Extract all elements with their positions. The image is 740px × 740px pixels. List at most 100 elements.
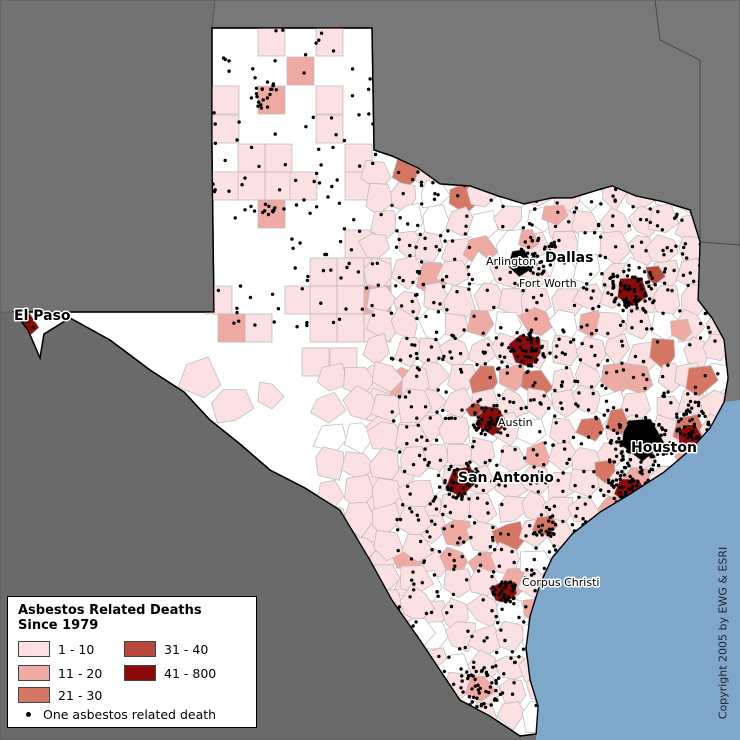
death-dot <box>433 522 437 526</box>
death-dot <box>496 367 500 371</box>
death-dot <box>557 254 561 258</box>
death-dot <box>263 209 267 213</box>
legend-dot-label: One asbestos related death <box>43 707 217 722</box>
death-dot <box>429 610 434 615</box>
death-dot <box>447 492 451 496</box>
death-dot <box>447 552 452 557</box>
death-dot <box>600 384 604 388</box>
death-dot <box>682 425 687 429</box>
county <box>365 307 401 343</box>
death-dot <box>416 518 421 522</box>
death-dot <box>619 443 623 448</box>
death-dot <box>460 679 464 683</box>
death-dot <box>560 351 564 355</box>
death-dot <box>414 620 418 624</box>
death-dot <box>416 170 420 174</box>
county <box>211 388 255 424</box>
death-dot <box>551 514 555 518</box>
death-dot <box>520 359 524 364</box>
death-dot <box>627 421 631 425</box>
death-dot <box>445 485 450 489</box>
death-dot <box>630 426 634 430</box>
death-dot <box>505 371 509 375</box>
death-dot <box>488 426 492 430</box>
death-dot <box>650 276 654 280</box>
death-dot <box>254 86 259 91</box>
death-dot <box>621 368 626 372</box>
death-dot <box>529 349 533 353</box>
death-dot <box>342 227 347 231</box>
county <box>366 421 403 451</box>
death-dot <box>459 370 464 374</box>
death-dot <box>541 270 545 274</box>
death-dot <box>599 488 603 492</box>
death-dot <box>403 395 408 399</box>
death-dot <box>452 558 456 563</box>
death-dot <box>641 420 645 425</box>
legend-label: 1 - 10 <box>58 641 95 657</box>
death-dot <box>21 318 26 323</box>
death-dot <box>467 497 471 501</box>
death-dot <box>621 454 625 458</box>
death-dot <box>553 548 558 552</box>
death-dot <box>547 282 551 287</box>
county <box>517 464 551 496</box>
death-dot <box>414 351 419 356</box>
death-dot <box>630 485 635 489</box>
death-dot <box>542 566 546 571</box>
death-dot <box>529 482 533 486</box>
death-dot <box>615 274 620 279</box>
death-dot <box>627 268 631 272</box>
death-dot <box>398 216 402 220</box>
legend-item-41-800: 41 - 800 <box>124 665 216 681</box>
death-dot <box>475 696 479 700</box>
death-dot <box>444 274 449 279</box>
death-dot <box>640 287 644 291</box>
death-dot <box>549 253 553 257</box>
death-dot <box>540 523 545 527</box>
county <box>437 413 471 445</box>
death-dot <box>521 258 525 263</box>
death-dot <box>438 302 442 306</box>
death-dot <box>414 245 418 249</box>
death-dot <box>612 428 616 432</box>
death-dot <box>653 459 657 463</box>
death-dot <box>666 288 670 292</box>
death-dot <box>579 442 584 446</box>
death-dot <box>436 594 440 598</box>
death-dot <box>524 405 528 410</box>
death-dot <box>503 638 507 643</box>
death-dot <box>592 470 596 474</box>
county <box>316 362 349 392</box>
death-dot <box>551 520 555 524</box>
county <box>670 319 693 342</box>
death-dot <box>497 415 501 420</box>
death-dot <box>456 194 460 198</box>
death-dot <box>373 152 378 157</box>
death-dot <box>485 636 489 640</box>
death-dot <box>651 300 655 305</box>
death-dot <box>644 249 648 253</box>
death-dot <box>492 305 496 310</box>
death-dot <box>417 270 422 274</box>
death-dot <box>467 695 472 699</box>
death-dot <box>412 588 416 592</box>
death-dot <box>688 399 693 404</box>
death-dot <box>555 201 559 205</box>
death-dot <box>235 138 239 142</box>
death-dot <box>560 380 565 384</box>
death-dot <box>344 307 348 311</box>
death-dot <box>418 232 422 237</box>
legend-item-21-30: 21 - 30 <box>18 687 102 703</box>
death-dot <box>498 692 503 697</box>
death-dot <box>291 246 295 250</box>
death-dot <box>630 275 635 279</box>
death-dot <box>480 406 484 410</box>
death-dot <box>213 122 217 126</box>
death-dot <box>252 209 257 213</box>
death-dot <box>680 218 684 222</box>
death-dot <box>578 358 583 362</box>
death-dot <box>549 242 553 246</box>
city-label-fort-worth: Fort Worth <box>519 277 577 290</box>
death-dot <box>502 586 506 590</box>
